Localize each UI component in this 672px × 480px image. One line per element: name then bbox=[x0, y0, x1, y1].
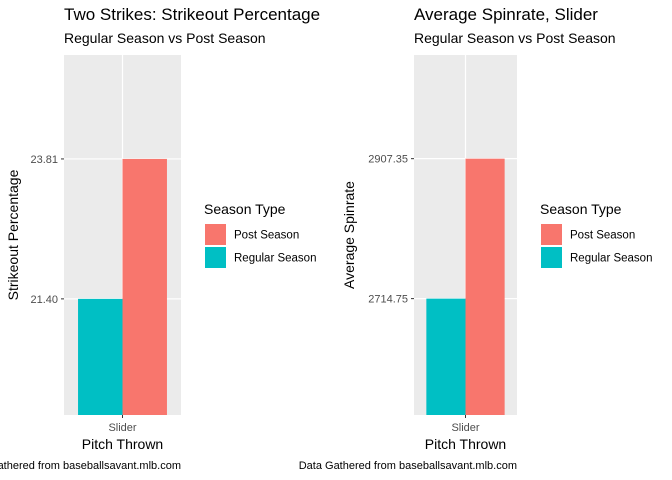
chart-2-caption: Data Gathered from baseballsavant.mlb.co… bbox=[299, 460, 517, 472]
chart-2-tick-label-y-2: 2907.35 bbox=[368, 154, 408, 166]
chart-2-legend-swatch-1 bbox=[541, 224, 562, 245]
chart-2-bar-post-season bbox=[465, 158, 505, 415]
chart-1-title: Two Strikes: Strikeout Percentage bbox=[64, 5, 320, 24]
chart-2-bar-regular-season bbox=[426, 298, 466, 415]
chart-2-x-axis-title: Pitch Thrown bbox=[425, 436, 506, 452]
chart-1-legend-title: Season Type bbox=[204, 201, 286, 217]
chart-2-tick-label-y-1: 2714.75 bbox=[368, 294, 408, 306]
chart-1-tick-label-y-1: 21.40 bbox=[30, 294, 58, 306]
chart-1-tick-label-y-2: 23.81 bbox=[30, 154, 58, 166]
chart-2-tick-label-x: Slider bbox=[451, 422, 479, 434]
chart-1-legend-swatch-2 bbox=[205, 247, 226, 268]
chart-1-subtitle: Regular Season vs Post Season bbox=[64, 30, 266, 46]
chart-1-legend-swatch-1 bbox=[205, 224, 226, 245]
chart-2-y-axis-title: Average Spinrate bbox=[341, 181, 357, 289]
chart-1-x-axis-title: Pitch Thrown bbox=[82, 436, 163, 452]
chart-1-bar-post-season bbox=[122, 158, 167, 415]
chart-2-legend-title: Season Type bbox=[540, 201, 622, 217]
chart-1-tick-label-x: Slider bbox=[108, 422, 136, 434]
chart-1-bar-regular-season bbox=[78, 298, 123, 415]
chart-2-legend-label-1: Post Season bbox=[570, 230, 635, 242]
chart-1-caption: Data Gathered from baseballsavant.mlb.co… bbox=[0, 460, 181, 472]
chart-2-legend-swatch-2 bbox=[541, 247, 562, 268]
chart-2-legend-label-2: Regular Season bbox=[570, 253, 652, 265]
chart-2-subtitle: Regular Season vs Post Season bbox=[414, 30, 616, 46]
chart-1-legend-label-2: Regular Season bbox=[234, 253, 316, 265]
chart-2-title: Average Spinrate, Slider bbox=[414, 5, 598, 24]
chart-1-legend-label-1: Post Season bbox=[234, 230, 299, 242]
chart-1-y-axis-title: Strikeout Percentage bbox=[5, 169, 21, 300]
